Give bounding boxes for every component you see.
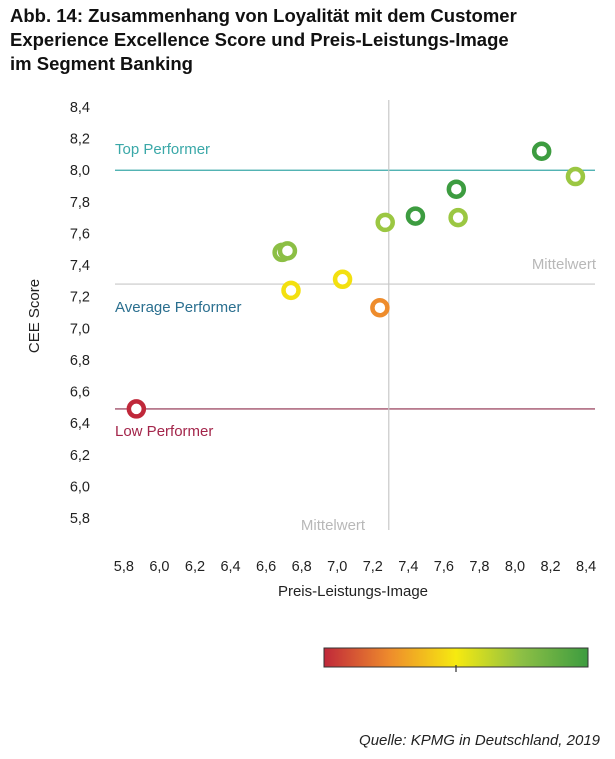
x-mean-label: Mittelwert	[301, 517, 366, 534]
source-note: Quelle: KPMG in Deutschland, 2019	[359, 732, 600, 749]
x-tick-label: 6,2	[185, 559, 205, 575]
y-mean-label: Mittelwert	[532, 256, 597, 273]
y-tick-label: 7,4	[70, 258, 90, 274]
data-point	[375, 212, 395, 233]
x-axis-ticks: 5,8 6,0 6,2 6,4 6,6 6,8 7,0 7,2 7,4 7,6 7,8 8,0 8,2 8…	[114, 559, 596, 575]
reference-lines	[115, 100, 595, 530]
data-point	[405, 206, 426, 226]
y-tick-label: 8,2	[70, 132, 90, 148]
color-scale	[323, 647, 589, 672]
y-tick-label: 6,8	[70, 353, 90, 369]
title-line-2: Experience Excellence Score und Preis-Le…	[10, 29, 509, 50]
x-tick-label: 6,4	[220, 559, 240, 575]
data-point	[126, 399, 147, 419]
x-tick-label: 6,8	[292, 559, 312, 575]
y-tick-label: 5,8	[70, 511, 90, 527]
y-tick-label: 6,2	[70, 448, 90, 464]
reference-line-label: Top Performer	[115, 141, 210, 158]
x-tick-label: 7,0	[327, 559, 347, 575]
x-tick-label: 7,2	[363, 559, 383, 575]
y-tick-label: 7,0	[70, 321, 90, 337]
reference-labels: Top Performer Average Performer Low Perfor…	[115, 141, 241, 440]
x-tick-label: 8,0	[505, 559, 525, 575]
x-tick-label: 7,6	[434, 559, 454, 575]
y-axis-label: CEE Score	[26, 279, 43, 353]
data-point	[370, 298, 390, 318]
y-tick-label: 7,2	[70, 290, 90, 306]
x-tick-label: 7,8	[469, 559, 489, 575]
data-point	[281, 280, 301, 301]
y-tick-label: 6,6	[70, 385, 90, 401]
x-tick-label: 6,6	[256, 559, 276, 575]
data-point	[531, 141, 552, 162]
x-tick-label: 6,0	[149, 559, 169, 575]
data-point	[277, 241, 298, 261]
reference-line-label: Low Performer	[115, 423, 213, 440]
y-tick-label: 8,4	[70, 100, 90, 116]
x-tick-label: 5,8	[114, 559, 134, 575]
data-points	[126, 141, 586, 419]
chart-title: Abb. 14: Zusammenhang von Loyalität mit …	[10, 4, 605, 76]
y-tick-label: 7,8	[70, 195, 90, 211]
y-tick-label: 6,4	[70, 416, 90, 432]
data-point	[565, 166, 586, 187]
x-tick-label: 7,4	[398, 559, 418, 575]
color-scale-bar	[323, 647, 589, 668]
data-point	[448, 207, 468, 228]
data-point	[446, 179, 467, 199]
title-line-1: Abb. 14: Zusammenhang von Loyalität mit …	[10, 5, 517, 26]
y-tick-label: 7,6	[70, 226, 90, 242]
x-axis-label: Preis-Leistungs-Image	[278, 583, 428, 600]
y-axis-ticks: 8,4 8,2 8,0 7,8 7,6 7,4 7,2 7,0 6,8 6,6 6,4 6,2 6,0 5…	[70, 100, 90, 527]
y-tick-label: 6,0	[70, 479, 90, 495]
reference-line-label: Average Performer	[115, 299, 241, 316]
y-tick-label: 8,0	[70, 163, 90, 179]
title-line-3: im Segment Banking	[10, 53, 193, 74]
data-point	[332, 269, 353, 290]
x-tick-label: 8,2	[540, 559, 560, 575]
x-tick-label: 8,4	[576, 559, 596, 575]
